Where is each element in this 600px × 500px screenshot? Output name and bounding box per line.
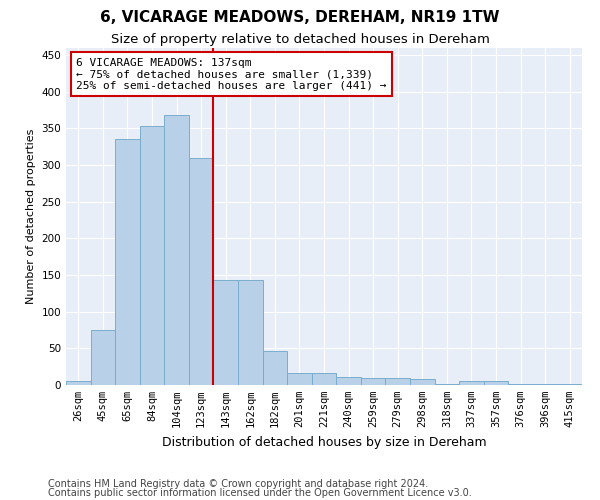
Y-axis label: Number of detached properties: Number of detached properties bbox=[26, 128, 36, 304]
Bar bbox=[410, 379, 434, 385]
Bar bbox=[189, 158, 214, 385]
Bar bbox=[533, 384, 557, 385]
X-axis label: Distribution of detached houses by size in Dereham: Distribution of detached houses by size … bbox=[161, 436, 487, 448]
Bar bbox=[484, 380, 508, 385]
Bar bbox=[385, 378, 410, 385]
Text: 6, VICARAGE MEADOWS, DEREHAM, NR19 1TW: 6, VICARAGE MEADOWS, DEREHAM, NR19 1TW bbox=[100, 10, 500, 25]
Text: 6 VICARAGE MEADOWS: 137sqm
← 75% of detached houses are smaller (1,339)
25% of s: 6 VICARAGE MEADOWS: 137sqm ← 75% of deta… bbox=[76, 58, 387, 91]
Bar bbox=[312, 372, 336, 385]
Bar bbox=[557, 384, 582, 385]
Bar bbox=[66, 382, 91, 385]
Bar bbox=[91, 330, 115, 385]
Bar bbox=[434, 384, 459, 385]
Bar bbox=[214, 280, 238, 385]
Bar bbox=[361, 378, 385, 385]
Bar bbox=[508, 384, 533, 385]
Bar bbox=[164, 115, 189, 385]
Bar bbox=[115, 139, 140, 385]
Text: Contains public sector information licensed under the Open Government Licence v3: Contains public sector information licen… bbox=[48, 488, 472, 498]
Bar bbox=[287, 372, 312, 385]
Bar bbox=[238, 280, 263, 385]
Bar bbox=[336, 377, 361, 385]
Text: Size of property relative to detached houses in Dereham: Size of property relative to detached ho… bbox=[110, 32, 490, 46]
Bar bbox=[263, 351, 287, 385]
Bar bbox=[459, 380, 484, 385]
Text: Contains HM Land Registry data © Crown copyright and database right 2024.: Contains HM Land Registry data © Crown c… bbox=[48, 479, 428, 489]
Bar bbox=[140, 126, 164, 385]
